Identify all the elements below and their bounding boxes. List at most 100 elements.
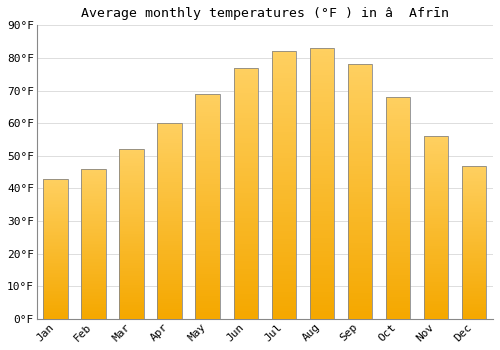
Bar bbox=[310, 170, 334, 173]
Bar bbox=[44, 294, 68, 295]
Bar bbox=[196, 299, 220, 301]
Bar bbox=[272, 126, 296, 129]
Bar bbox=[424, 270, 448, 271]
Bar bbox=[196, 116, 220, 119]
Bar bbox=[196, 312, 220, 314]
Bar bbox=[348, 182, 372, 184]
Bar bbox=[386, 259, 410, 261]
Bar bbox=[196, 143, 220, 146]
Bar bbox=[234, 238, 258, 241]
Bar bbox=[158, 170, 182, 172]
Bar bbox=[310, 80, 334, 83]
Bar bbox=[234, 93, 258, 95]
Bar bbox=[348, 174, 372, 176]
Bar bbox=[310, 235, 334, 238]
Bar bbox=[120, 176, 144, 178]
Bar bbox=[310, 254, 334, 257]
Bar bbox=[386, 252, 410, 254]
Bar bbox=[82, 169, 106, 170]
Bar bbox=[196, 218, 220, 220]
Bar bbox=[386, 99, 410, 102]
Bar bbox=[386, 261, 410, 264]
Bar bbox=[462, 302, 486, 303]
Bar bbox=[158, 293, 182, 295]
Bar bbox=[44, 218, 68, 219]
Bar bbox=[234, 206, 258, 208]
Bar bbox=[348, 306, 372, 309]
Bar bbox=[462, 178, 486, 179]
Bar bbox=[82, 316, 106, 317]
Bar bbox=[82, 220, 106, 221]
Bar bbox=[424, 310, 448, 312]
Bar bbox=[310, 132, 334, 135]
Bar bbox=[348, 80, 372, 82]
Bar bbox=[272, 223, 296, 225]
Bar bbox=[462, 213, 486, 215]
Bar bbox=[462, 311, 486, 313]
Bar bbox=[158, 127, 182, 129]
Bar bbox=[386, 155, 410, 157]
Bar bbox=[158, 166, 182, 168]
Bar bbox=[234, 125, 258, 128]
Bar bbox=[424, 142, 448, 143]
Bar bbox=[348, 171, 372, 174]
Bar bbox=[44, 289, 68, 291]
Bar bbox=[44, 260, 68, 261]
Bar bbox=[120, 297, 144, 299]
Bar bbox=[386, 106, 410, 108]
Bar bbox=[462, 172, 486, 173]
Bar bbox=[44, 190, 68, 191]
Bar bbox=[158, 219, 182, 221]
Bar bbox=[120, 305, 144, 307]
Bar bbox=[44, 266, 68, 267]
Bar bbox=[196, 136, 220, 139]
Bar bbox=[82, 253, 106, 254]
Bar bbox=[82, 218, 106, 220]
Bar bbox=[234, 289, 258, 291]
Bar bbox=[120, 237, 144, 239]
Bar bbox=[386, 137, 410, 139]
Bar bbox=[424, 271, 448, 273]
Bar bbox=[120, 307, 144, 309]
Bar bbox=[348, 212, 372, 215]
Bar bbox=[348, 204, 372, 207]
Bar bbox=[424, 264, 448, 266]
Bar bbox=[310, 97, 334, 99]
Bar bbox=[424, 260, 448, 262]
Bar bbox=[82, 244, 106, 245]
Bar bbox=[158, 250, 182, 252]
Bar bbox=[424, 218, 448, 220]
Bar bbox=[348, 283, 372, 286]
Bar bbox=[44, 285, 68, 287]
Bar bbox=[120, 185, 144, 187]
Bar bbox=[424, 153, 448, 154]
Bar bbox=[196, 292, 220, 294]
Bar bbox=[120, 258, 144, 259]
Bar bbox=[120, 246, 144, 248]
Bar bbox=[44, 317, 68, 319]
Bar bbox=[120, 214, 144, 215]
Bar bbox=[158, 237, 182, 239]
Bar bbox=[462, 219, 486, 221]
Bar bbox=[158, 256, 182, 258]
Bar bbox=[158, 276, 182, 278]
Bar bbox=[82, 170, 106, 172]
Bar bbox=[424, 193, 448, 195]
Bar bbox=[234, 133, 258, 135]
Bar bbox=[120, 234, 144, 236]
Bar bbox=[310, 56, 334, 59]
Bar bbox=[310, 275, 334, 278]
Bar bbox=[348, 209, 372, 212]
Bar bbox=[386, 206, 410, 208]
Bar bbox=[462, 205, 486, 207]
Bar bbox=[234, 108, 258, 110]
Bar bbox=[120, 299, 144, 300]
Bar bbox=[310, 48, 334, 51]
Bar bbox=[82, 242, 106, 244]
Bar bbox=[196, 121, 220, 123]
Bar bbox=[310, 75, 334, 78]
Bar bbox=[386, 166, 410, 168]
Bar bbox=[462, 262, 486, 264]
Bar bbox=[158, 202, 182, 203]
Bar bbox=[462, 294, 486, 296]
